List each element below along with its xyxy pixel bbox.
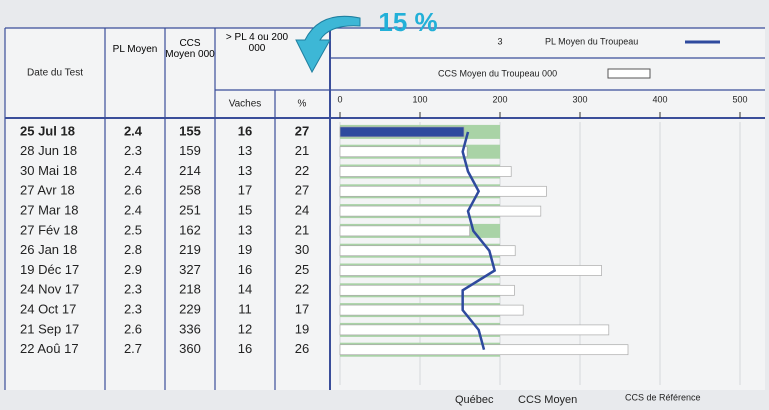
cell: 219: [179, 242, 201, 257]
x-tick-label: 200: [492, 94, 507, 104]
cell: 21: [295, 143, 309, 158]
cell: 14: [238, 282, 252, 297]
cell: 2.4: [124, 123, 143, 138]
cell: 13: [238, 143, 252, 158]
cell: 27: [295, 123, 309, 138]
cell: 21 Sep 17: [20, 321, 79, 336]
cell: 2.6: [124, 321, 142, 336]
cell: 26: [295, 341, 309, 356]
ccs-bar: [339, 185, 547, 197]
cell: 258: [179, 183, 201, 198]
ccs-bar: [339, 225, 470, 237]
cell: 218: [179, 282, 201, 297]
ccs-bar: [339, 245, 516, 257]
callout-arrow: [295, 15, 361, 74]
x-tick-label: 500: [732, 94, 747, 104]
cell: 2.3: [124, 143, 142, 158]
pl-line: [461, 131, 497, 351]
callout: 15 %: [378, 7, 437, 37]
cell: 336: [179, 321, 201, 336]
cell: 2.8: [124, 242, 142, 257]
legend-box: [607, 68, 651, 79]
cell: 159: [179, 143, 201, 158]
cell: 25 Jul 18: [20, 123, 75, 138]
table-frame: [4, 27, 765, 390]
cell: 19: [238, 242, 252, 257]
cell: 27 Avr 18: [20, 183, 75, 198]
cell: 19 Déc 17: [20, 262, 79, 277]
cell: 251: [179, 203, 201, 218]
x-tick-label: 400: [652, 94, 667, 104]
cell: 24: [295, 203, 309, 218]
cell: 13: [238, 222, 252, 237]
cell: 27 Mar 18: [20, 203, 79, 218]
ccs-bar: [339, 284, 515, 296]
cell: 2.4: [124, 203, 142, 218]
cell: 30 Mai 18: [20, 163, 77, 178]
cell: 16: [238, 341, 252, 356]
cell: 15: [238, 203, 252, 218]
cell: 17: [238, 183, 252, 198]
footer-label: CCS de Référence: [625, 392, 701, 402]
header: Date du Test: [27, 68, 83, 79]
header-box: CCS Moyen 000: [165, 38, 215, 60]
cell: 26 Jan 18: [20, 242, 77, 257]
cell: 27: [295, 183, 309, 198]
cell: 2.9: [124, 262, 142, 277]
cell: 22: [295, 282, 309, 297]
header: PL Moyen: [112, 44, 158, 55]
cell: 229: [179, 302, 201, 317]
ccs-bar: [339, 205, 542, 217]
cell: 162: [179, 222, 201, 237]
header: Vaches: [229, 99, 262, 110]
x2-tick-label: 3: [497, 36, 502, 46]
x-tick-label: 0: [337, 94, 342, 104]
ccs-bar: [339, 126, 465, 138]
header: CCS Moyen 000: [165, 38, 215, 60]
cell: 214: [179, 163, 201, 178]
cell: 16: [238, 262, 252, 277]
ccs-bar: [339, 166, 512, 177]
cell: 360: [179, 341, 201, 356]
cell: 155: [179, 123, 201, 138]
cell: 2.4: [124, 163, 142, 178]
ccs-bar: [339, 265, 602, 276]
legend-label: PL Moyen du Troupeau: [545, 36, 638, 46]
cell: 25: [295, 262, 309, 277]
header: %: [298, 99, 307, 110]
cell: 22 Aoû 17: [20, 341, 79, 356]
legend-label: CCS Moyen du Troupeau 000: [438, 68, 557, 78]
cell: 30: [295, 242, 309, 257]
header: > PL 4 ou 200 000: [225, 32, 289, 54]
cell: 2.6: [124, 183, 142, 198]
footer-label: Québec: [455, 394, 494, 406]
cell: 13: [238, 163, 252, 178]
cell: 28 Jun 18: [20, 143, 77, 158]
header-box: PL Moyen: [112, 44, 158, 55]
cell: 24 Nov 17: [20, 282, 79, 297]
cell: 2.3: [124, 282, 142, 297]
cell: 16: [238, 123, 252, 138]
cell: 21: [295, 222, 309, 237]
cell: 327: [179, 262, 201, 277]
cell: 22: [295, 163, 309, 178]
cell: 19: [295, 321, 309, 336]
cell: 17: [295, 302, 309, 317]
cell: 11: [238, 302, 252, 317]
ccs-bar: [339, 304, 524, 316]
x-tick-label: 100: [412, 94, 427, 104]
cell: 2.7: [124, 341, 142, 356]
x-tick-label: 300: [572, 94, 587, 104]
header-box: > PL 4 ou 200 000: [225, 32, 289, 54]
cell: 2.5: [124, 222, 142, 237]
cell: 2.3: [124, 302, 142, 317]
footer-label: CCS Moyen: [518, 394, 577, 406]
ccs-bar: [339, 146, 468, 158]
cell: 27 Fév 18: [20, 222, 78, 237]
cell: 12: [238, 321, 252, 336]
cell: 24 Oct 17: [20, 302, 76, 317]
